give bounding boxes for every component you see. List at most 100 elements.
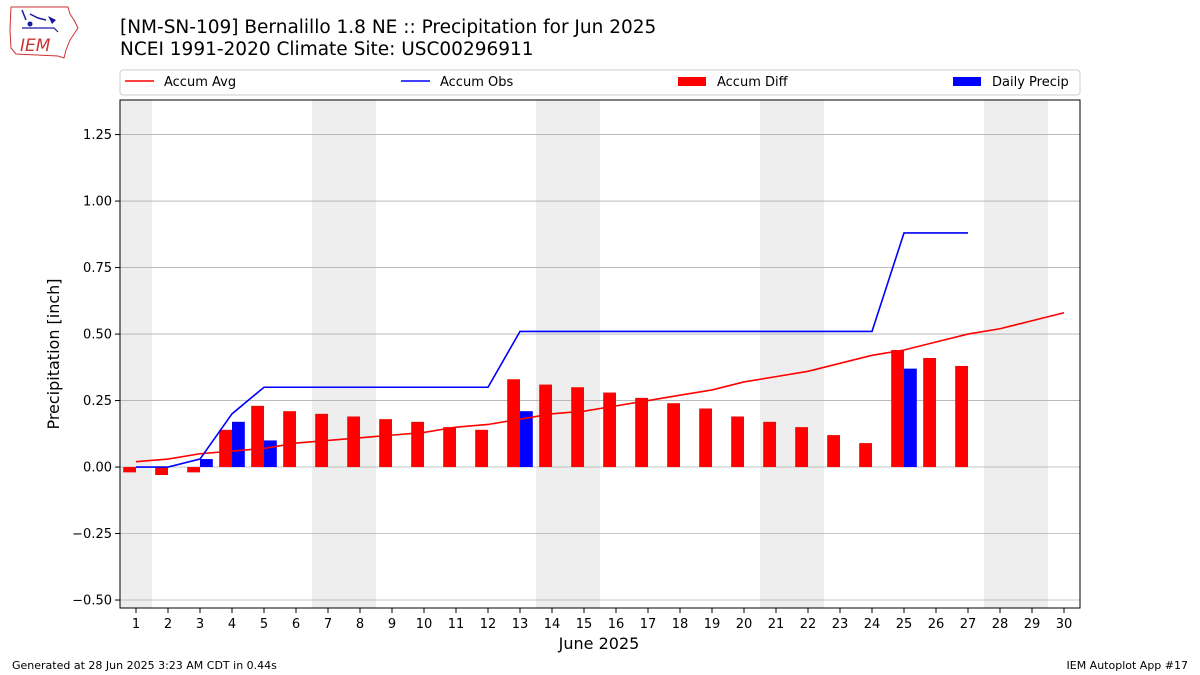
weekend-band bbox=[312, 100, 344, 608]
legend-accum-diff-label: Accum Diff bbox=[717, 75, 789, 90]
x-tick-label: 8 bbox=[356, 617, 364, 632]
accum-diff-bar bbox=[667, 403, 680, 468]
x-axis-label: June 2025 bbox=[558, 634, 640, 653]
iem-logo: IEM bbox=[8, 6, 80, 64]
accum-diff-bar bbox=[379, 419, 392, 468]
y-tick-label: 0.50 bbox=[83, 328, 112, 343]
x-tick-label: 27 bbox=[960, 617, 977, 632]
x-tick-label: 15 bbox=[576, 617, 593, 632]
y-tick-label: 0.00 bbox=[83, 461, 112, 476]
weekend-band bbox=[344, 100, 376, 608]
y-tick-label: 0.75 bbox=[83, 261, 112, 276]
x-tick-label: 14 bbox=[544, 617, 561, 632]
accum-diff-bar bbox=[219, 429, 232, 468]
accum-diff-bar bbox=[539, 384, 552, 468]
weekend-band bbox=[1016, 100, 1048, 608]
accum-diff-bar bbox=[187, 467, 200, 473]
legend: Accum Avg Accum Obs Accum Diff Daily Precip bbox=[119, 69, 1081, 96]
accum-obs-line bbox=[136, 232, 968, 468]
accum-diff-bar bbox=[251, 405, 264, 468]
x-tick-label: 19 bbox=[704, 617, 721, 632]
x-tick-label: 28 bbox=[992, 617, 1009, 632]
x-tick-label: 12 bbox=[480, 617, 497, 632]
x-tick-label: 25 bbox=[896, 617, 913, 632]
accum-diff-bar bbox=[699, 408, 712, 468]
accum-diff-bar bbox=[763, 421, 776, 468]
daily-precip-bar bbox=[200, 459, 213, 468]
bars bbox=[123, 350, 968, 476]
accum-diff-bar bbox=[795, 427, 808, 468]
accum-diff-bar bbox=[507, 379, 520, 468]
x-tick-label: 6 bbox=[292, 617, 300, 632]
x-tick-label: 20 bbox=[736, 617, 753, 632]
weekend-band bbox=[568, 100, 600, 608]
x-tick-label: 29 bbox=[1024, 617, 1041, 632]
x-tick-label: 24 bbox=[864, 617, 881, 632]
weekend-band bbox=[792, 100, 824, 608]
accum-diff-bar bbox=[475, 429, 488, 468]
logo-text: IEM bbox=[20, 36, 51, 56]
legend-accum-diff-swatch bbox=[678, 77, 706, 86]
accum-diff-bar bbox=[283, 411, 296, 468]
legend-box bbox=[119, 69, 1081, 96]
daily-precip-bar bbox=[232, 421, 245, 468]
axes: −0.50−0.250.000.250.500.751.001.251 2 3 4 5 6… bbox=[72, 128, 1072, 632]
weekend-shading bbox=[120, 100, 1048, 608]
accum-diff-bar bbox=[411, 421, 424, 468]
x-tick-label: 2 bbox=[164, 617, 172, 632]
x-tick-label: 5 bbox=[260, 617, 268, 632]
gridlines bbox=[120, 134, 1080, 601]
x-tick-label: 16 bbox=[608, 617, 625, 632]
accum-diff-bar bbox=[923, 357, 936, 468]
lines bbox=[135, 232, 1065, 468]
accum-diff-bar bbox=[731, 416, 744, 468]
y-tick-label: 1.25 bbox=[83, 128, 112, 143]
accum-diff-bar bbox=[891, 350, 904, 468]
y-tick-label: −0.50 bbox=[72, 594, 112, 609]
x-tick-label: 17 bbox=[640, 617, 657, 632]
x-tick-label: 7 bbox=[324, 617, 332, 632]
x-tick-label: 3 bbox=[196, 617, 204, 632]
x-tick-label: 26 bbox=[928, 617, 945, 632]
accum-diff-bar bbox=[571, 387, 584, 468]
x-tick-label: 9 bbox=[388, 617, 396, 632]
legend-accum-obs-label: Accum Obs bbox=[440, 75, 513, 90]
accum-diff-bar bbox=[603, 392, 616, 468]
weekend-band bbox=[984, 100, 1016, 608]
daily-precip-bar bbox=[904, 368, 917, 468]
footer-generated: Generated at 28 Jun 2025 3:23 AM CDT in … bbox=[12, 659, 277, 672]
x-tick-label: 22 bbox=[800, 617, 817, 632]
legend-daily-precip-label: Daily Precip bbox=[992, 75, 1069, 90]
daily-precip-bar bbox=[520, 411, 533, 468]
x-tick-label: 1 bbox=[132, 617, 140, 632]
x-tick-label: 13 bbox=[512, 617, 529, 632]
y-tick-label: 0.25 bbox=[83, 394, 112, 409]
chart-title: [NM-SN-109] Bernalillo 1.8 NE :: Precipi… bbox=[120, 17, 657, 38]
y-tick-label: −0.25 bbox=[72, 527, 112, 542]
accum-diff-bar bbox=[827, 435, 840, 468]
plot-frame bbox=[119, 99, 1081, 609]
x-tick-label: 30 bbox=[1056, 617, 1073, 632]
x-tick-label: 21 bbox=[768, 617, 785, 632]
accum-diff-bar bbox=[859, 443, 872, 468]
accum-avg-line bbox=[135, 311, 1065, 463]
accum-diff-bar bbox=[123, 467, 136, 473]
x-tick-label: 23 bbox=[832, 617, 849, 632]
accum-diff-bar bbox=[635, 397, 648, 468]
y-tick-label: 1.00 bbox=[83, 195, 112, 210]
legend-daily-precip-swatch bbox=[953, 77, 981, 86]
footer-app: IEM Autoplot App #17 bbox=[1066, 659, 1189, 672]
legend-accum-avg-label: Accum Avg bbox=[164, 75, 236, 90]
accum-diff-bar bbox=[443, 427, 456, 468]
x-tick-label: 4 bbox=[228, 617, 236, 632]
x-tick-label: 18 bbox=[672, 617, 689, 632]
weekend-band bbox=[120, 100, 152, 608]
daily-precip-bar bbox=[264, 440, 277, 468]
x-tick-label: 10 bbox=[416, 617, 433, 632]
accum-diff-bar bbox=[155, 467, 168, 476]
weekend-band bbox=[760, 100, 792, 608]
y-axis-label: Precipitation [inch] bbox=[44, 278, 63, 429]
weekend-band bbox=[536, 100, 568, 608]
accum-diff-bar bbox=[347, 416, 360, 468]
